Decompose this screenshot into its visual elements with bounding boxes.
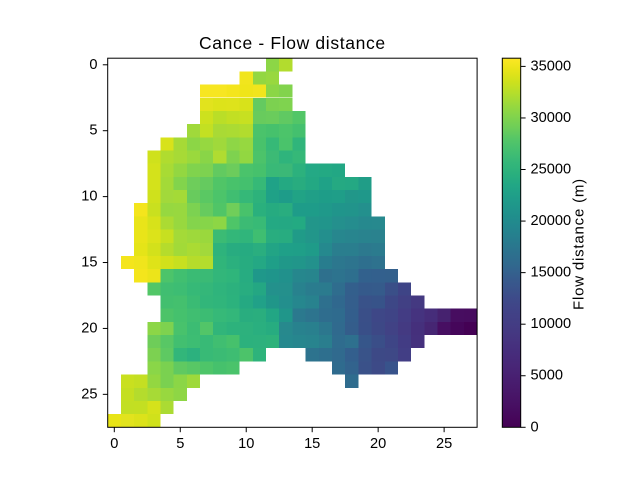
- svg-text:20: 20: [370, 436, 386, 452]
- svg-text:5: 5: [176, 436, 184, 452]
- svg-text:15: 15: [304, 436, 320, 452]
- svg-text:Cance - Flow distance: Cance - Flow distance: [199, 33, 386, 53]
- svg-text:0: 0: [89, 57, 97, 73]
- svg-text:25: 25: [436, 436, 452, 452]
- svg-text:Flow distance (m): Flow distance (m): [571, 178, 588, 310]
- svg-text:15: 15: [81, 255, 97, 271]
- svg-text:10: 10: [81, 189, 97, 205]
- svg-text:10000: 10000: [531, 316, 572, 332]
- svg-text:0: 0: [110, 436, 118, 452]
- svg-text:30000: 30000: [531, 110, 572, 126]
- svg-text:15000: 15000: [531, 265, 572, 281]
- svg-text:5: 5: [89, 123, 97, 139]
- svg-text:10: 10: [238, 436, 254, 452]
- svg-text:25: 25: [81, 386, 97, 402]
- svg-text:20000: 20000: [531, 213, 572, 229]
- svg-text:25000: 25000: [531, 162, 572, 178]
- svg-text:35000: 35000: [531, 58, 572, 74]
- svg-text:0: 0: [531, 419, 539, 435]
- svg-text:20: 20: [81, 320, 97, 336]
- svg-text:5000: 5000: [531, 368, 563, 384]
